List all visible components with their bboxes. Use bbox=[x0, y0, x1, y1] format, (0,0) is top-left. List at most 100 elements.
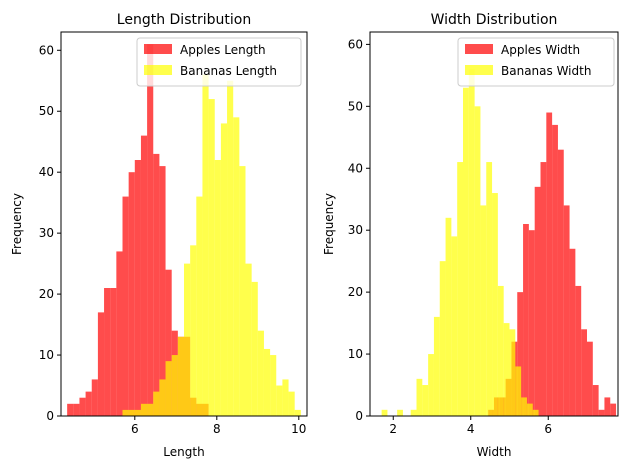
y-tick-label: 20 bbox=[39, 287, 54, 301]
histogram-bar bbox=[546, 112, 553, 417]
histogram-bar bbox=[439, 261, 446, 416]
legend-box bbox=[457, 37, 615, 87]
histogram-bar bbox=[97, 312, 105, 416]
width-bars bbox=[381, 69, 617, 417]
histogram-bar bbox=[451, 236, 458, 416]
y-tick-label: 40 bbox=[348, 161, 363, 175]
legend-label: Apples Width bbox=[501, 43, 580, 57]
histogram-bar bbox=[270, 355, 277, 416]
histogram-bar bbox=[528, 230, 535, 416]
histogram-bar bbox=[227, 80, 234, 416]
x-tick-label: 6 bbox=[544, 422, 552, 436]
histogram-bar bbox=[214, 160, 221, 416]
histogram-bar bbox=[526, 403, 533, 416]
x-tick-label: 4 bbox=[467, 422, 475, 436]
histogram-bar bbox=[190, 245, 197, 416]
legend-swatch bbox=[144, 65, 172, 75]
histogram-bar bbox=[428, 354, 434, 416]
histogram-bar bbox=[263, 348, 271, 416]
legend-swatch bbox=[465, 44, 493, 54]
x-axis-label: Length bbox=[163, 445, 204, 459]
histogram-bar bbox=[122, 409, 129, 416]
legend: Apples Width Bananas Width bbox=[457, 37, 615, 87]
histogram-bar bbox=[604, 397, 611, 416]
chart-title: Length Distribution bbox=[117, 12, 251, 28]
histogram-bar bbox=[134, 160, 141, 416]
histogram-bar bbox=[116, 251, 123, 416]
histogram-bar bbox=[140, 403, 148, 416]
histogram-bar bbox=[147, 44, 154, 416]
histogram-bar bbox=[140, 135, 148, 416]
histogram-bar bbox=[563, 205, 570, 416]
y-axis-ticks: 0 10 20 30 40 50 60 bbox=[39, 43, 61, 423]
x-tick-label: 2 bbox=[389, 422, 397, 436]
y-tick-label: 30 bbox=[348, 223, 363, 237]
histogram-bar bbox=[521, 397, 527, 416]
histogram-bar bbox=[257, 330, 264, 416]
width-chart: Width Distribution 2 4 6 0 10 20 30 40 50 60 Wid… bbox=[322, 12, 619, 459]
histogram-bar bbox=[233, 117, 240, 416]
histogram-bar bbox=[503, 323, 510, 416]
histogram-bar bbox=[492, 193, 498, 416]
histogram-bar bbox=[480, 205, 487, 416]
legend-label: Bananas Width bbox=[501, 64, 591, 78]
histogram-bar bbox=[276, 385, 283, 416]
histogram-bar bbox=[610, 403, 617, 416]
histogram-bar bbox=[534, 186, 541, 416]
length-bars bbox=[67, 44, 301, 417]
y-tick-label: 50 bbox=[39, 104, 54, 118]
histogram-bar bbox=[523, 224, 529, 416]
histogram-bar bbox=[557, 149, 564, 416]
histogram-bar bbox=[474, 106, 481, 416]
histogram-bar bbox=[457, 162, 463, 416]
legend: Apples Length Bananas Length bbox=[136, 37, 302, 87]
length-chart: Length Distribution 6 8 10 0 10 20 30 40 50 60 L… bbox=[10, 12, 308, 459]
x-tick-label: 8 bbox=[213, 422, 221, 436]
histogram-bar bbox=[165, 361, 172, 416]
histogram-bar bbox=[532, 409, 539, 416]
legend-label: Apples Length bbox=[180, 43, 266, 57]
x-axis-ticks: 6 8 10 bbox=[131, 416, 306, 436]
y-tick-label: 0 bbox=[355, 409, 363, 423]
y-tick-label: 40 bbox=[39, 165, 54, 179]
y-tick-label: 30 bbox=[39, 226, 54, 240]
histogram-bar bbox=[220, 123, 228, 417]
histogram-bar bbox=[552, 124, 558, 417]
histogram-bar bbox=[159, 379, 166, 416]
histogram-bar bbox=[67, 403, 74, 416]
x-axis-label: Width bbox=[477, 445, 512, 459]
histogram-bar bbox=[445, 217, 452, 416]
histogram-bar bbox=[294, 409, 301, 416]
histogram-bar bbox=[153, 391, 160, 416]
histogram-bar bbox=[91, 379, 98, 416]
histogram-bar bbox=[515, 366, 522, 416]
legend-box bbox=[136, 37, 302, 87]
histogram-bar bbox=[509, 329, 516, 416]
y-tick-label: 10 bbox=[39, 348, 54, 362]
histogram-bar bbox=[422, 385, 429, 416]
y-tick-label: 10 bbox=[348, 347, 363, 361]
histogram-bar bbox=[110, 288, 117, 416]
histogram-bar bbox=[122, 196, 129, 416]
histogram-bar bbox=[196, 196, 203, 416]
x-axis-ticks: 2 4 6 bbox=[389, 416, 552, 436]
histogram-bar bbox=[73, 403, 80, 416]
histogram-bar bbox=[288, 391, 295, 416]
y-tick-label: 0 bbox=[46, 409, 54, 423]
histogram-bar bbox=[598, 409, 605, 416]
histogram-bar bbox=[410, 409, 417, 416]
histogram-bar bbox=[397, 409, 403, 416]
histogram-bar bbox=[251, 281, 258, 416]
histogram-bar bbox=[184, 263, 191, 416]
histogram-bar bbox=[147, 403, 154, 416]
y-axis-ticks: 0 10 20 30 40 50 60 bbox=[348, 37, 370, 423]
histogram-bar bbox=[497, 285, 504, 416]
histogram-bar bbox=[486, 162, 493, 416]
y-tick-label: 20 bbox=[348, 285, 363, 299]
histogram-bar bbox=[239, 166, 246, 416]
histogram-bar bbox=[433, 316, 440, 416]
legend-label: Bananas Length bbox=[180, 64, 277, 78]
histogram-bar bbox=[165, 269, 172, 416]
